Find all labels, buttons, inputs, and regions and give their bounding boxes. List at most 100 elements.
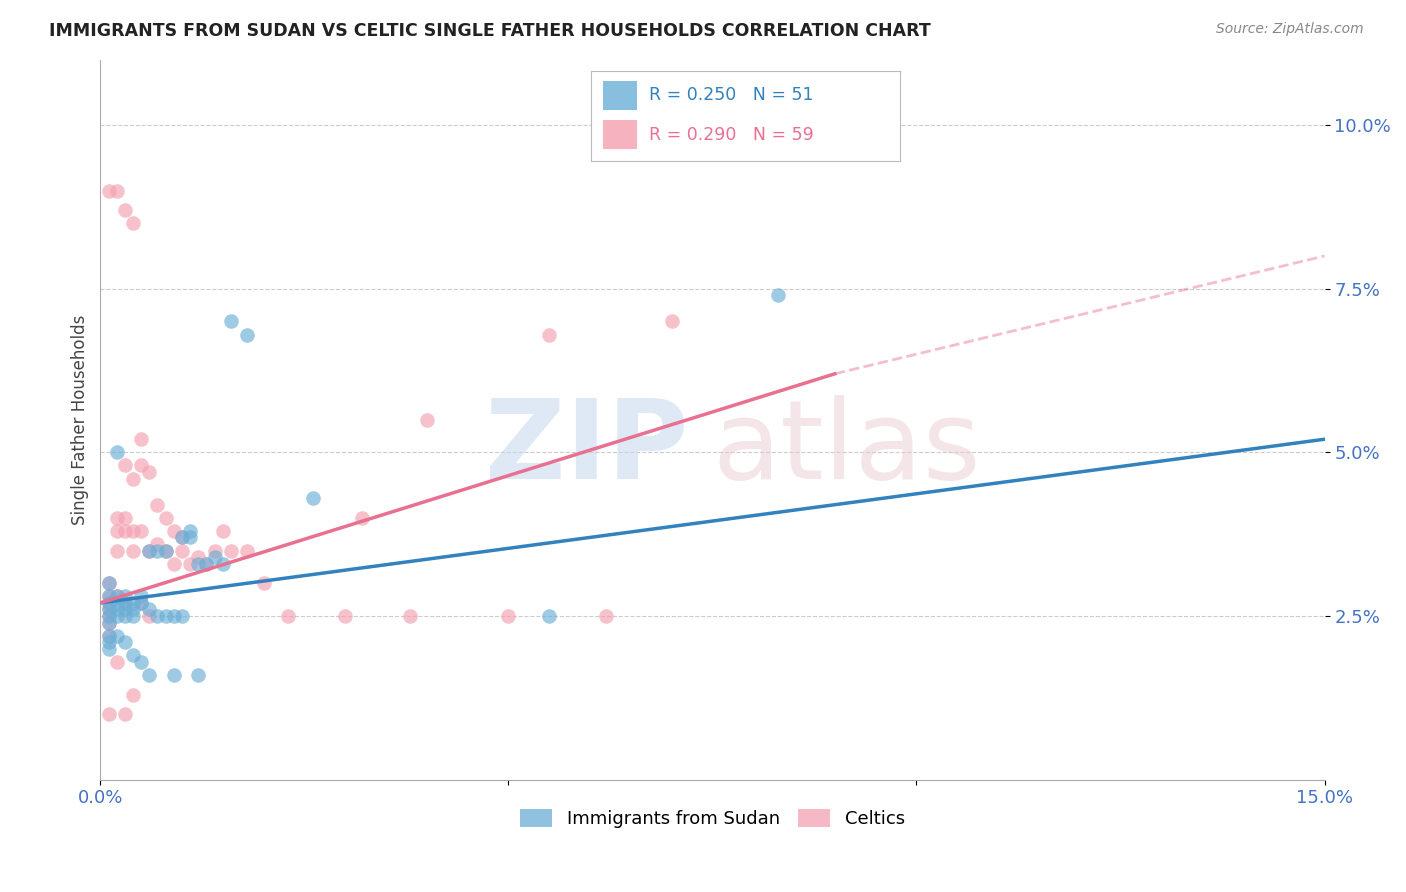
Point (219, 314, 242, 328)
Point (105, 524, 128, 538)
Point (163, 668, 186, 682)
Point (97, 596, 120, 610)
Point (105, 590, 128, 604)
Point (138, 668, 160, 682)
Point (187, 557, 209, 571)
Point (138, 543, 160, 558)
Point (170, 530, 193, 544)
Point (204, 550, 226, 565)
Point (236, 543, 259, 558)
Point (399, 609, 422, 624)
Point (138, 609, 160, 624)
Point (138, 465, 160, 479)
Point (766, 288, 789, 302)
Point (114, 596, 136, 610)
Point (97, 602, 120, 616)
Point (97, 641, 120, 656)
Point (105, 596, 128, 610)
Point (97, 615, 120, 630)
Point (350, 510, 373, 524)
Point (114, 590, 136, 604)
Point (129, 590, 152, 604)
Point (122, 596, 145, 610)
Point (97, 590, 120, 604)
Point (146, 498, 169, 512)
Point (179, 530, 201, 544)
Point (129, 596, 152, 610)
Point (195, 557, 218, 571)
Point (236, 327, 259, 342)
Point (97, 576, 120, 591)
Point (129, 524, 152, 538)
Point (146, 543, 169, 558)
Point (204, 543, 226, 558)
Text: IMMIGRANTS FROM SUDAN VS CELTIC SINGLE FATHER HOUSEHOLDS CORRELATION CHART: IMMIGRANTS FROM SUDAN VS CELTIC SINGLE F… (49, 22, 931, 40)
Point (187, 668, 209, 682)
FancyBboxPatch shape (603, 81, 637, 110)
Point (97, 629, 120, 643)
Point (114, 596, 136, 610)
Point (97, 596, 120, 610)
Point (416, 412, 439, 426)
Point (97, 609, 120, 624)
Point (163, 609, 186, 624)
Point (105, 510, 128, 524)
Point (211, 524, 233, 538)
Point (155, 543, 177, 558)
Point (277, 609, 299, 624)
Point (170, 543, 193, 558)
Point (146, 609, 169, 624)
Point (97, 609, 120, 624)
Point (105, 445, 128, 459)
Text: R = 0.290   N = 59: R = 0.290 N = 59 (650, 126, 814, 144)
Point (335, 609, 357, 624)
Point (146, 537, 169, 551)
Text: atlas: atlas (713, 395, 981, 502)
Point (105, 655, 128, 669)
Point (105, 590, 128, 604)
Point (97, 184, 120, 198)
Point (129, 458, 152, 473)
Point (179, 557, 201, 571)
Text: Source: ZipAtlas.com: Source: ZipAtlas.com (1216, 22, 1364, 37)
Point (301, 491, 323, 505)
Point (187, 550, 209, 565)
Point (105, 184, 128, 198)
Point (155, 543, 177, 558)
Point (122, 602, 145, 616)
Point (138, 602, 160, 616)
Text: ZIP: ZIP (485, 395, 688, 502)
Y-axis label: Single Father Households: Single Father Households (72, 314, 89, 524)
Point (114, 524, 136, 538)
Point (122, 648, 145, 663)
Point (155, 510, 177, 524)
Point (97, 707, 120, 722)
Point (97, 590, 120, 604)
Text: R = 0.250   N = 51: R = 0.250 N = 51 (650, 87, 814, 104)
Point (105, 609, 128, 624)
Point (105, 629, 128, 643)
Point (122, 524, 145, 538)
Point (114, 609, 136, 624)
Point (122, 471, 145, 485)
Point (114, 510, 136, 524)
Point (595, 609, 617, 624)
Point (129, 596, 152, 610)
Point (661, 314, 683, 328)
Point (122, 609, 145, 624)
Point (114, 635, 136, 649)
Point (97, 602, 120, 616)
Point (138, 543, 160, 558)
Point (129, 432, 152, 446)
Point (122, 543, 145, 558)
Point (179, 524, 201, 538)
Point (105, 543, 128, 558)
Point (114, 707, 136, 722)
Point (114, 458, 136, 473)
Point (114, 203, 136, 218)
Point (163, 557, 186, 571)
Point (498, 609, 520, 624)
Point (170, 609, 193, 624)
Point (97, 576, 120, 591)
Point (122, 216, 145, 230)
